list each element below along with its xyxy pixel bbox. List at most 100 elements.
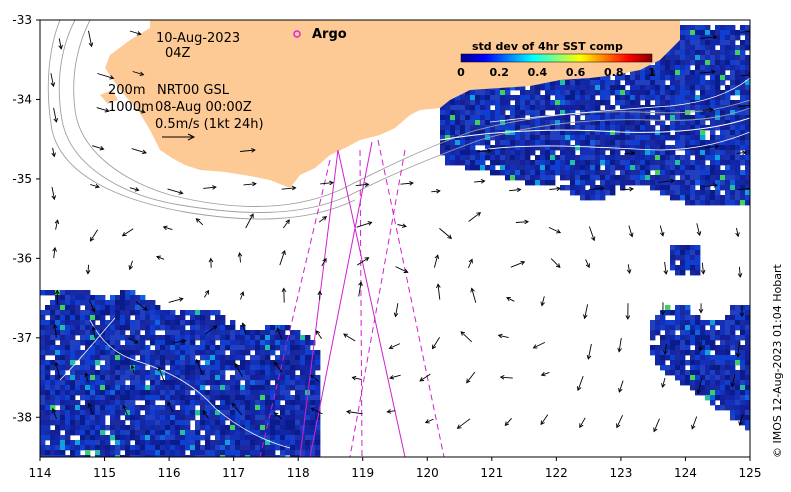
current-arrow-head <box>195 358 200 364</box>
current-arrow <box>55 220 59 230</box>
current-arrow <box>240 149 256 152</box>
current-arrow <box>53 107 57 122</box>
current-arrow-head <box>730 382 736 388</box>
current-arrow-head <box>576 386 582 392</box>
current-arrow <box>588 187 604 191</box>
current-arrow <box>737 188 750 191</box>
current-arrow-head <box>157 366 163 372</box>
current-arrow-head <box>285 219 290 225</box>
current-arrow <box>245 213 254 229</box>
current-arrow <box>579 417 586 428</box>
scale-label: 0.5m/s (1kt 24h) <box>155 117 264 132</box>
current-arrow <box>203 410 209 419</box>
current-arrow-head <box>626 269 632 275</box>
current-arrow <box>356 257 369 266</box>
island <box>100 90 118 104</box>
current-arrow <box>318 216 327 223</box>
current-arrow-head <box>659 231 665 237</box>
current-arrow-head <box>84 372 89 378</box>
current-arrow <box>58 38 62 49</box>
current-arrow <box>696 223 701 236</box>
colorbar-ticks: 0 0.2 0.4 0.6 0.8 1 <box>457 66 656 79</box>
current-arrow-head <box>51 152 56 158</box>
current-arrow <box>705 145 719 148</box>
current-arrow-head <box>460 331 466 336</box>
current-arrow <box>540 414 549 425</box>
current-arrow-head <box>58 44 63 50</box>
current-arrow <box>550 258 561 268</box>
current-arrow <box>541 296 545 306</box>
current-arrow <box>498 334 509 339</box>
current-arrow <box>88 299 95 313</box>
current-arrow <box>88 30 93 47</box>
current-arrow <box>433 254 439 268</box>
current-arrow-head <box>91 325 97 331</box>
current-arrow-head <box>735 232 740 238</box>
current-arrow <box>310 407 323 415</box>
current-arrow-head <box>540 420 545 426</box>
current-arrow-head <box>94 183 100 189</box>
current-arrow <box>467 259 473 269</box>
current-arrow-head <box>358 281 363 286</box>
current-arrow <box>439 228 452 239</box>
current-arrow-head <box>419 377 425 382</box>
current-arrow-head <box>274 361 279 367</box>
colorbar-tick-label: 0 <box>457 66 465 79</box>
current-arrow <box>432 336 440 349</box>
current-arrow <box>584 304 589 319</box>
current-arrow-head <box>310 374 315 380</box>
current-arrow-head <box>212 185 217 190</box>
current-arrow-head <box>432 344 437 350</box>
current-arrow-head <box>51 407 57 413</box>
current-arrow <box>133 108 146 113</box>
current-arrow-head <box>456 424 462 429</box>
current-arrow <box>132 71 144 76</box>
current-arrow <box>52 408 57 420</box>
current-arrow <box>274 412 282 420</box>
current-arrow-head <box>447 234 453 240</box>
current-arrow <box>397 224 407 227</box>
argo-marker <box>293 30 301 38</box>
current-arrow-head <box>251 147 256 153</box>
x-tick-label: 123 <box>609 466 632 480</box>
current-arrow-head <box>585 263 590 269</box>
current-arrow-head <box>739 312 745 318</box>
current-arrow <box>282 219 290 229</box>
current-arrow-head <box>520 260 526 266</box>
current-arrow <box>358 282 362 297</box>
current-arrow-head <box>202 410 208 416</box>
current-arrow <box>740 30 750 33</box>
depth-1000-label: 1000m <box>108 100 154 115</box>
current-arrow <box>500 376 513 379</box>
current-arrow <box>741 74 750 77</box>
current-arrow <box>92 326 96 338</box>
colorbar <box>460 53 653 63</box>
credit-label: © IMOS 12-Aug-2023 01:04 Hobart <box>771 264 784 458</box>
current-arrow-head <box>273 412 279 417</box>
current-arrow-head <box>276 327 281 333</box>
current-arrow-head <box>252 181 257 187</box>
current-arrow-head <box>89 236 95 242</box>
current-arrow <box>346 411 363 415</box>
depth-200-label: 200m <box>108 83 145 98</box>
current-arrow-head <box>139 71 145 77</box>
current-arrow-head <box>499 374 505 380</box>
current-arrow <box>129 30 141 35</box>
current-arrow <box>53 247 56 259</box>
current-arrow-head <box>346 409 351 415</box>
current-arrow <box>389 374 401 379</box>
current-arrow <box>173 340 186 344</box>
x-axis: 114 115 116 117 118 119 120 121 122 123 124 125 <box>29 457 761 480</box>
current-arrow-head <box>128 265 134 271</box>
current-arrow-head <box>516 187 522 193</box>
sst-patch-small <box>670 245 701 276</box>
current-arrow-head <box>711 69 716 75</box>
current-arrow-head <box>322 216 328 221</box>
current-arrow-head <box>476 212 482 217</box>
current-arrow <box>279 250 286 266</box>
ref-time-label: 08-Aug 00:00Z <box>155 100 252 115</box>
current-arrow-head <box>162 225 168 231</box>
current-arrow-head <box>738 421 743 426</box>
current-arrow <box>389 343 401 349</box>
current-arrow <box>242 322 247 335</box>
